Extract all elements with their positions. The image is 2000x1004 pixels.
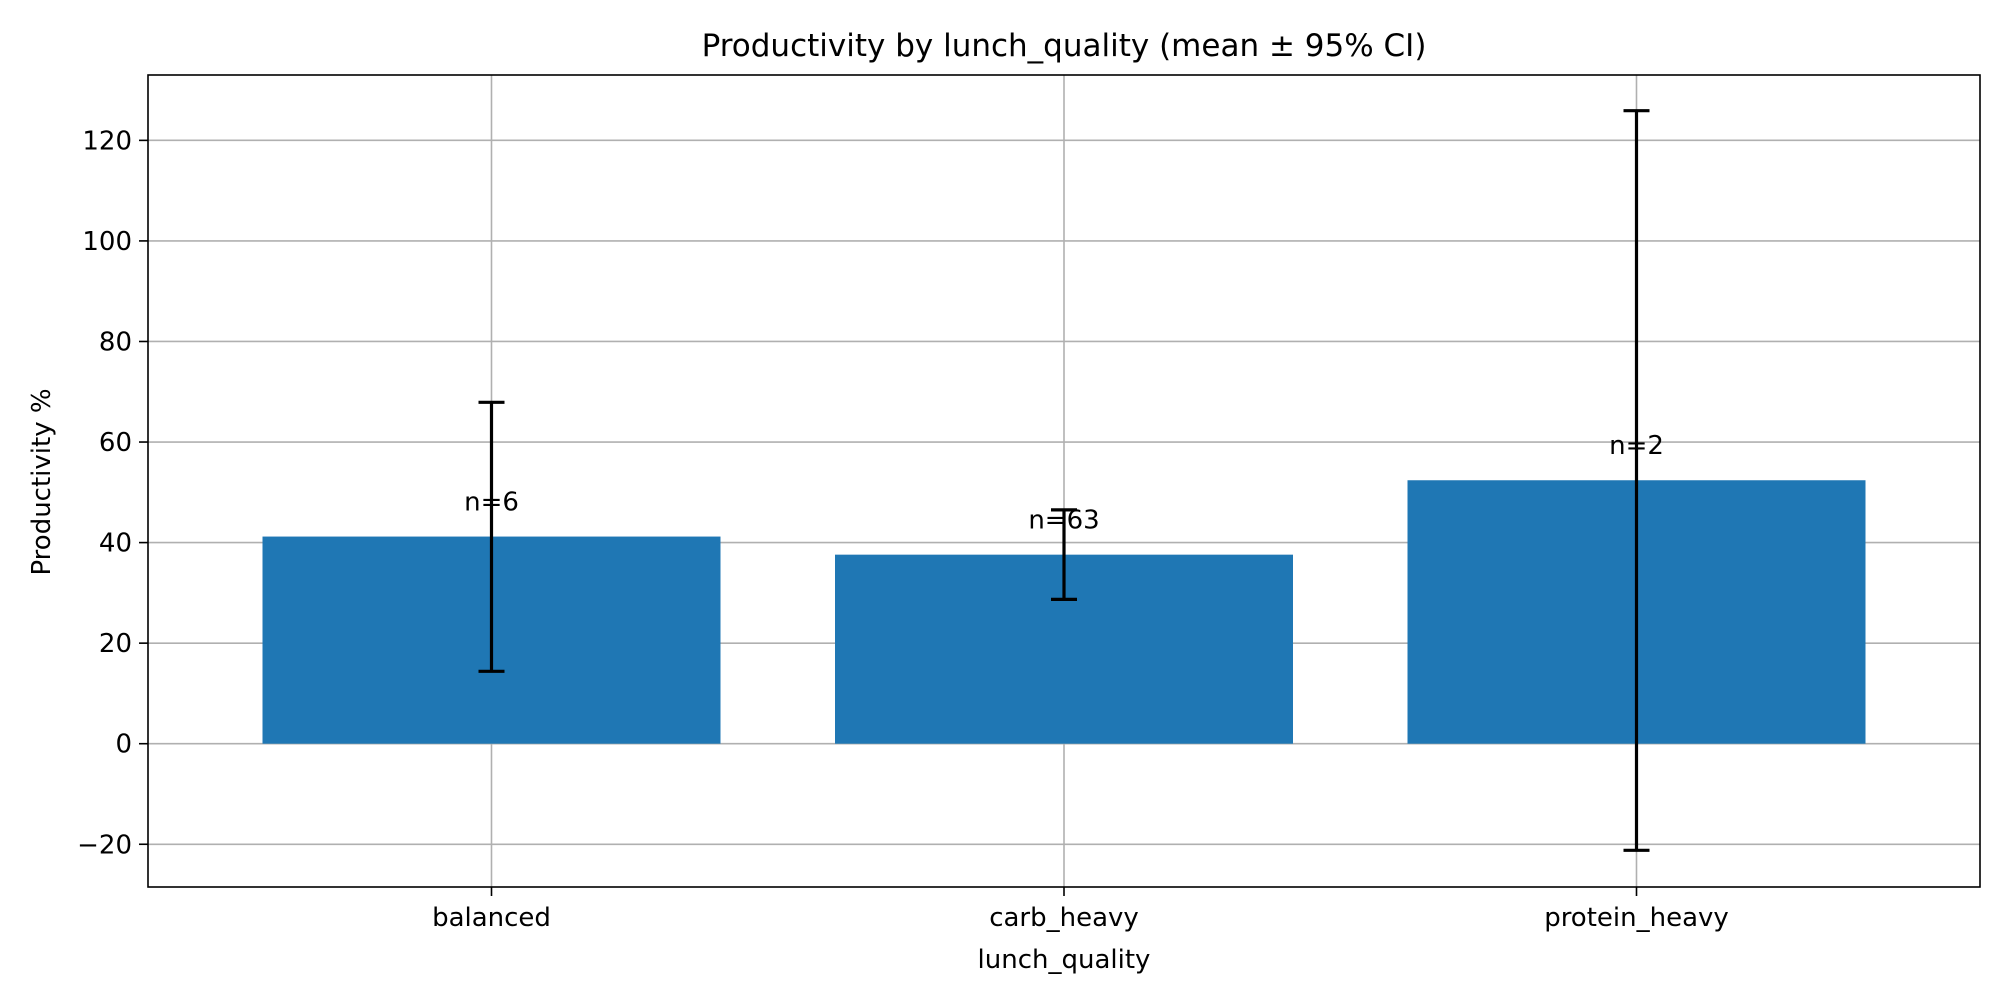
y-tick-label: 60 xyxy=(99,428,132,458)
x-tick-label: protein_heavy xyxy=(1544,903,1729,933)
x-axis-label: lunch_quality xyxy=(978,945,1151,975)
error-bars xyxy=(478,109,1650,852)
bar-count-label: n=6 xyxy=(464,488,519,518)
y-tick-label: 20 xyxy=(99,629,132,659)
y-tick-label: 120 xyxy=(82,126,132,156)
y-tick-label: 100 xyxy=(82,227,132,257)
x-tick-label: carb_heavy xyxy=(989,903,1139,933)
y-axis-label: Productivity % xyxy=(27,388,57,575)
bar-count-label: n=63 xyxy=(1028,506,1099,536)
y-tick-label: 0 xyxy=(115,730,132,760)
bar-count-label: n=2 xyxy=(1609,431,1664,461)
axis-ticks: −20 0 20 40 60 80 100 120 balanced carb_heavy prot… xyxy=(77,126,1729,933)
y-tick-label: −20 xyxy=(77,830,132,860)
bar-annotations: n=6 n=63 n=2 xyxy=(464,431,1664,535)
chart-title: Productivity by lunch_quality (mean ± 95… xyxy=(702,28,1427,64)
y-tick-label: 40 xyxy=(99,529,132,559)
x-tick-label: balanced xyxy=(432,903,551,933)
y-tick-label: 80 xyxy=(99,327,132,357)
